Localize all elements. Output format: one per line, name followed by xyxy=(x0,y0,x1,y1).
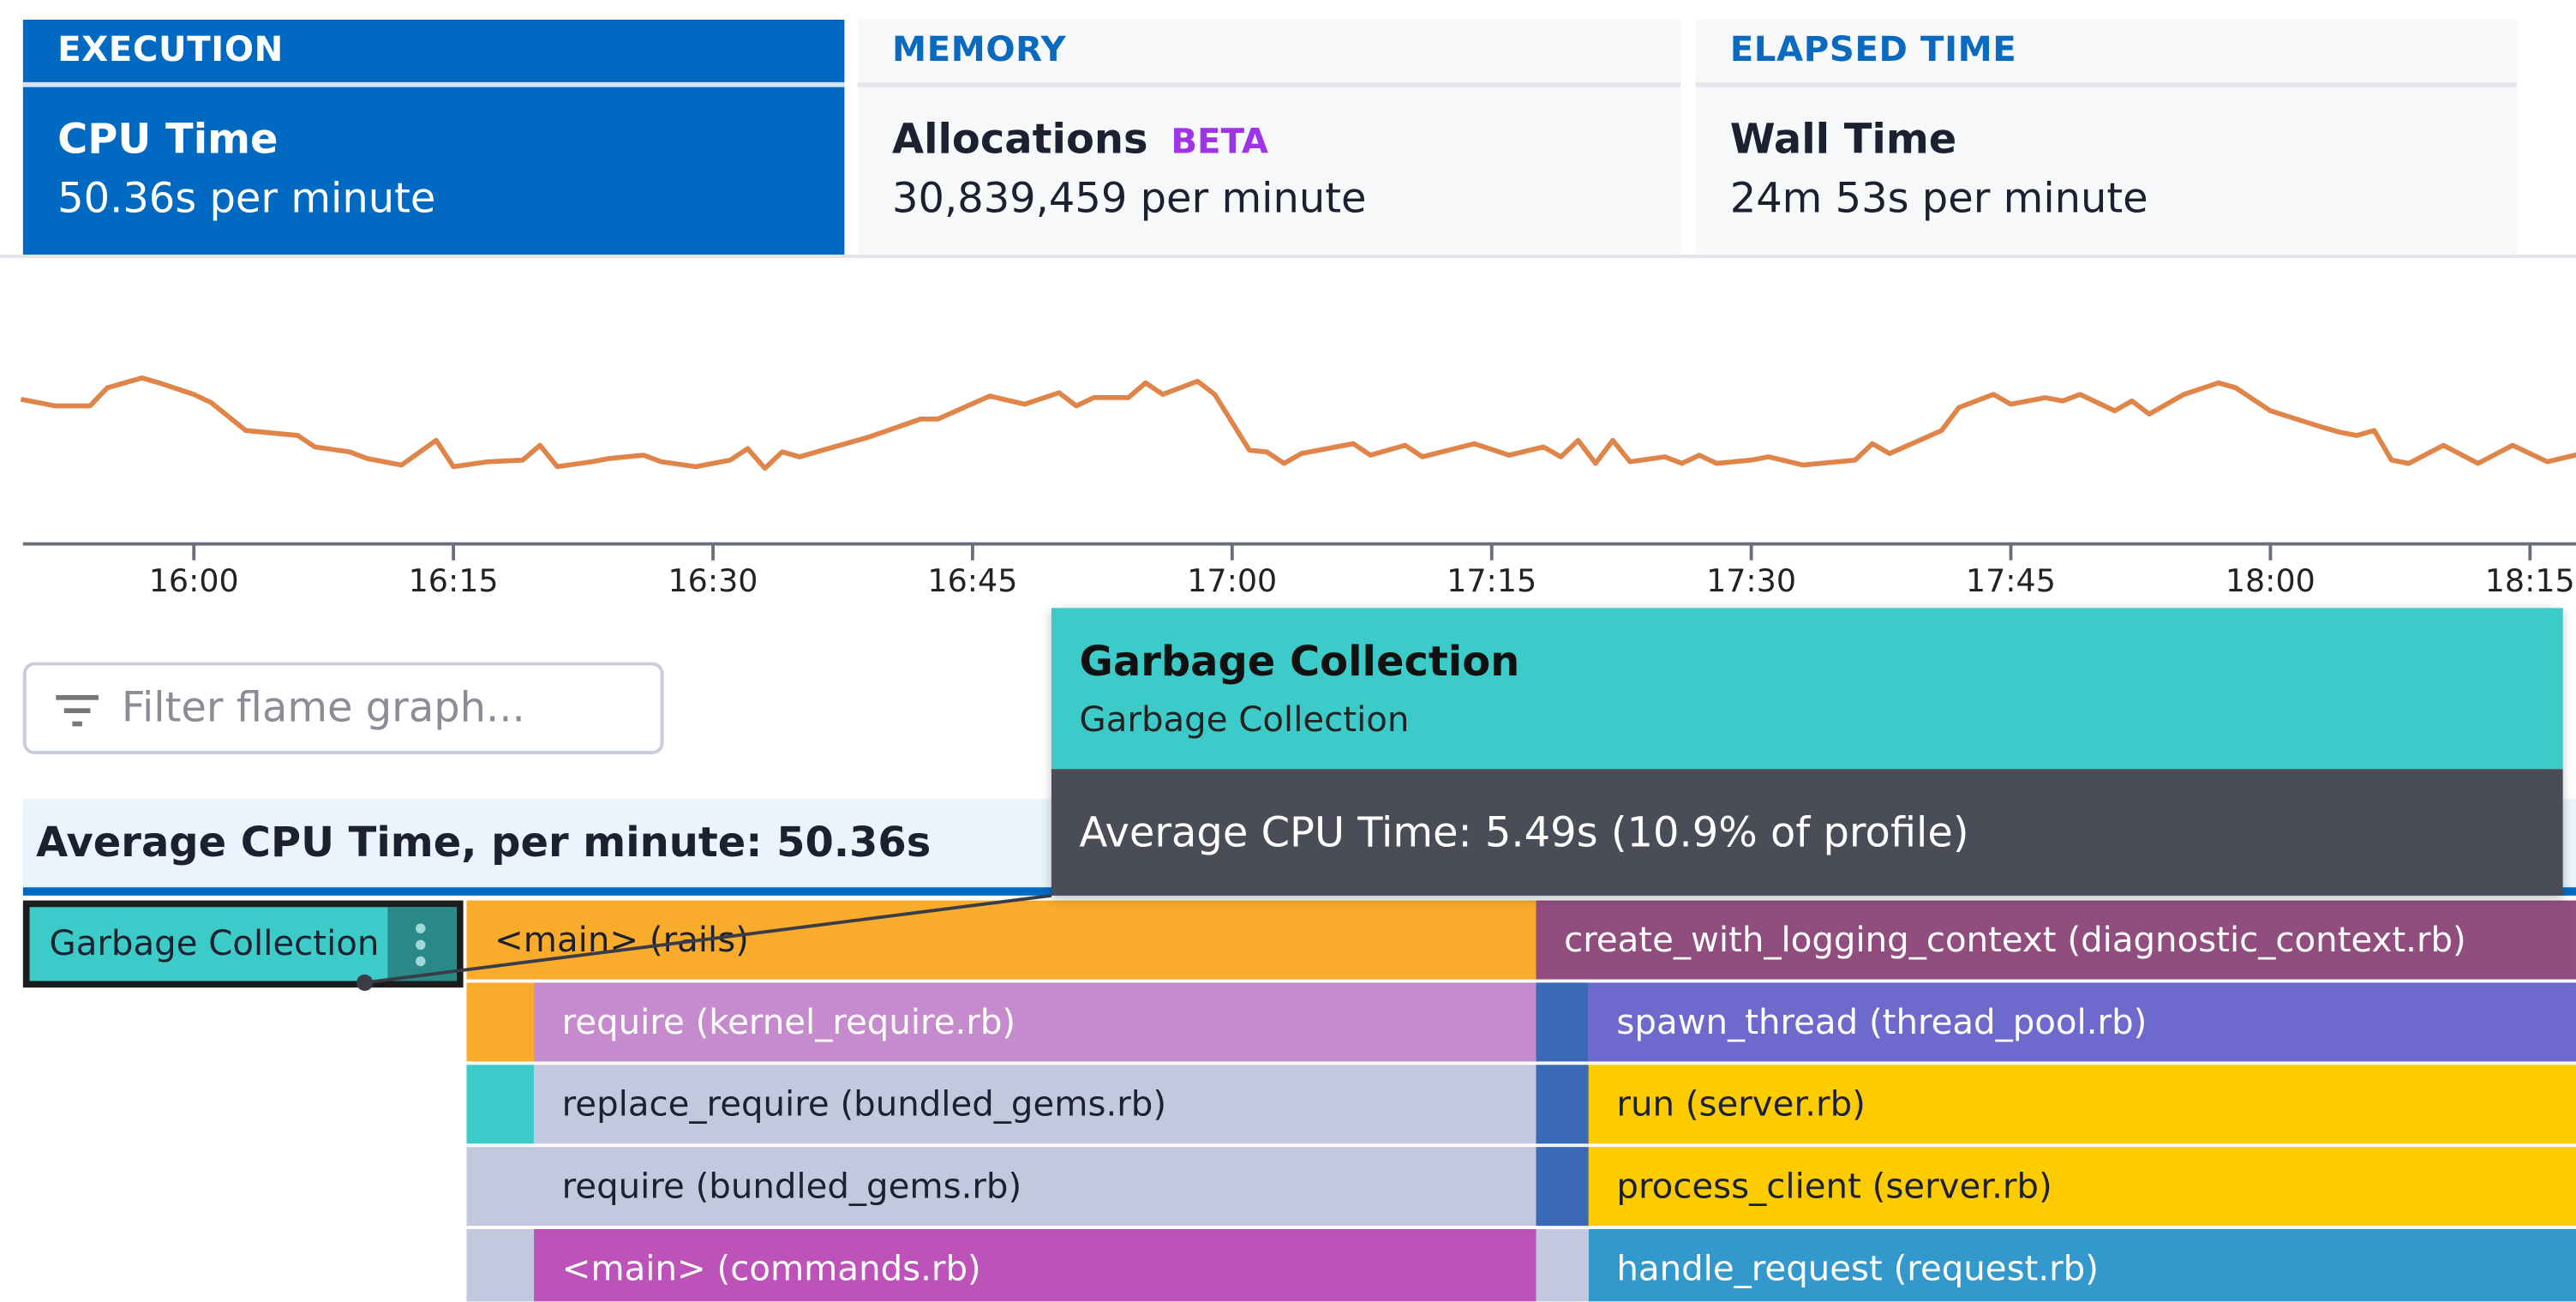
frame-tooltip: Garbage Collection Garbage Collection Av… xyxy=(1051,608,2563,896)
x-tick xyxy=(1230,543,1234,561)
cpu-time-line-chart[interactable] xyxy=(0,0,2576,567)
flame-frame[interactable]: <main> (commands.rb) xyxy=(534,1228,1537,1302)
flame-frame[interactable]: run (server.rb) xyxy=(1588,1065,2576,1146)
x-tick xyxy=(970,543,974,561)
tooltip-body: Average CPU Time: 5.49s (10.9% of profil… xyxy=(1051,769,2563,896)
tooltip-header: Garbage Collection Garbage Collection xyxy=(1051,608,2563,770)
tab-value: 30,839,459 per minute xyxy=(891,174,1367,222)
tab-value: 24m 53s per minute xyxy=(1729,174,2148,222)
frame-label: Garbage Collection xyxy=(49,923,380,963)
flame-frame[interactable]: <main> (rails) xyxy=(466,900,1537,981)
tooltip-metric: Average CPU Time: 5.49s (10.9% of profil… xyxy=(1079,808,1969,856)
flame-frame[interactable]: spawn_thread (thread_pool.rb) xyxy=(1588,982,2576,1064)
flame-frame[interactable] xyxy=(466,1228,535,1302)
x-tick xyxy=(452,543,456,561)
x-tick xyxy=(711,543,715,561)
tooltip-title: Garbage Collection xyxy=(1079,637,1520,686)
filter-placeholder: Filter flame graph... xyxy=(121,683,525,732)
tab-cpu-time[interactable]: EXECUTION CPU Time 50.36s per minute xyxy=(22,20,845,255)
tab-section-label: MEMORY xyxy=(891,29,1067,69)
flame-frame[interactable]: process_client (server.rb) xyxy=(1588,1147,2576,1228)
x-tick-label: 16:45 xyxy=(927,563,1018,600)
flame-frame[interactable]: require (kernel_require.rb) xyxy=(534,982,1537,1064)
flame-frame[interactable] xyxy=(466,982,535,1064)
tab-value: 50.36s per minute xyxy=(57,174,436,222)
flame-frame[interactable] xyxy=(1536,1147,1589,1228)
divider xyxy=(22,81,845,87)
x-tick xyxy=(2009,543,2013,561)
flame-frame[interactable] xyxy=(1536,982,1589,1064)
x-tick xyxy=(2528,543,2532,561)
beta-badge: BETA xyxy=(1171,121,1269,161)
flame-frame[interactable] xyxy=(466,1065,535,1146)
flame-frame[interactable] xyxy=(1536,1065,1589,1146)
x-tick-label: 17:30 xyxy=(1706,563,1797,600)
flame-frame[interactable]: handle_request (request.rb) xyxy=(1588,1228,2576,1302)
filter-icon xyxy=(56,694,99,727)
flame-graph-title: Average CPU Time, per minute: 50.36s xyxy=(36,818,932,867)
tab-metric: Allocations BETA xyxy=(892,115,1268,163)
tab-metric: Wall Time xyxy=(1729,115,1957,163)
tab-metric-name: Allocations xyxy=(891,115,1148,163)
x-tick xyxy=(1489,543,1494,561)
x-tick-label: 17:45 xyxy=(1965,563,2056,600)
tab-metric: CPU Time xyxy=(57,115,279,163)
tab-section-label: EXECUTION xyxy=(57,29,284,69)
tooltip-subtitle: Garbage Collection xyxy=(1079,699,1410,740)
flame-frame[interactable]: replace_require (bundled_gems.rb) xyxy=(534,1065,1537,1146)
divider xyxy=(0,255,2576,258)
x-tick-label: 17:15 xyxy=(1447,563,1537,600)
tab-wall-time[interactable]: ELAPSED TIME Wall Time 24m 53s per minut… xyxy=(1695,20,2517,255)
flame-frame-selected[interactable]: Garbage Collection xyxy=(22,900,464,988)
divider xyxy=(857,81,1681,87)
divider xyxy=(1695,81,2517,87)
frame-menu-button[interactable] xyxy=(387,907,457,981)
x-tick-label: 18:00 xyxy=(2225,563,2315,600)
flame-frame[interactable]: require (bundled_gems.rb) xyxy=(534,1147,1537,1228)
x-tick-label: 17:00 xyxy=(1187,563,1278,600)
x-tick-label: 18:15 xyxy=(2484,563,2575,600)
x-tick-label: 16:00 xyxy=(148,563,239,600)
tab-allocations[interactable]: MEMORY Allocations BETA 30,839,459 per mi… xyxy=(857,20,1681,255)
tab-section-label: ELAPSED TIME xyxy=(1729,29,2017,69)
flame-frame[interactable] xyxy=(1536,1228,1589,1302)
x-tick xyxy=(2268,543,2273,561)
flame-frame[interactable]: create_with_logging_context (diagnostic_… xyxy=(1536,900,2576,981)
x-tick-label: 16:30 xyxy=(668,563,758,600)
cpu-time-series-line xyxy=(20,375,2576,471)
x-tick xyxy=(1749,543,1753,561)
flame-frame[interactable] xyxy=(466,1147,535,1228)
x-tick xyxy=(192,543,196,561)
x-tick-label: 16:15 xyxy=(408,563,499,600)
filter-input[interactable]: Filter flame graph... xyxy=(22,662,664,754)
kebab-icon xyxy=(416,923,426,967)
